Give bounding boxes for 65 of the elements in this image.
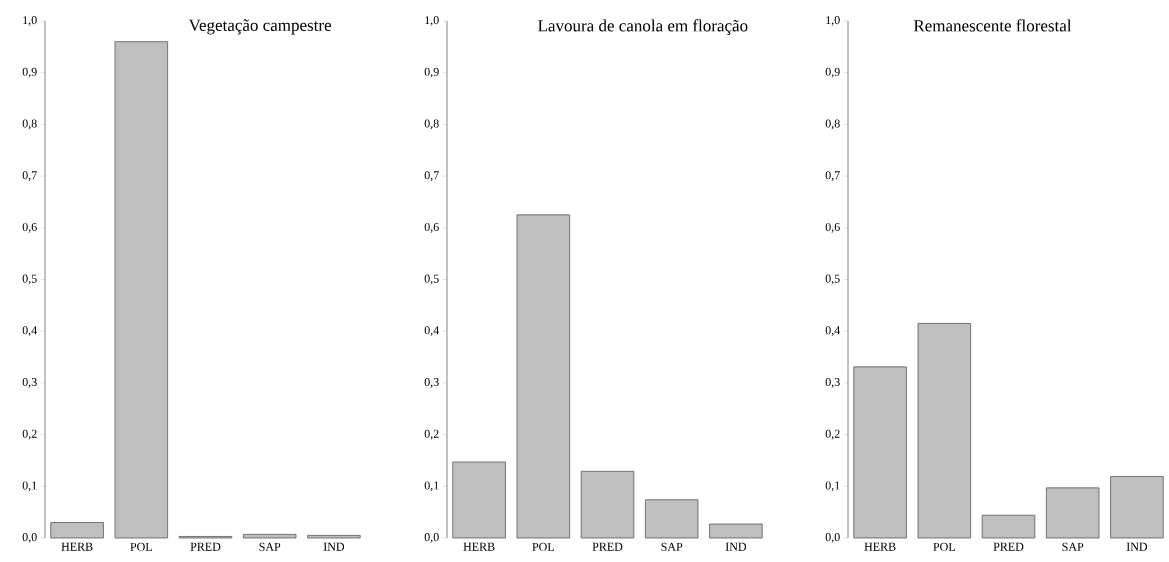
chart-title: Remanescente florestal <box>913 19 1072 32</box>
y-tick-label: 0,3 <box>424 377 439 388</box>
y-tick-label: 0,9 <box>825 67 840 78</box>
bar <box>516 214 571 539</box>
y-tick-label: 0,2 <box>22 429 37 440</box>
bar <box>307 535 361 539</box>
x-tick-label: SAP <box>259 542 281 551</box>
bar <box>1045 487 1100 539</box>
y-tick-label: 0,2 <box>424 429 439 440</box>
bar <box>242 533 297 539</box>
chart-title: Vegetação campestre <box>188 19 332 35</box>
x-tick-label: SAP <box>1062 542 1084 551</box>
y-tick-label: 0,4 <box>825 326 841 337</box>
bar <box>1110 476 1164 539</box>
y-tick-label: 1,0 <box>23 16 37 26</box>
y-tick-label: 0,4 <box>424 326 440 337</box>
y-tick-label: 0,6 <box>825 222 840 233</box>
x-tick-label: HERB <box>61 542 93 551</box>
x-tick-label: POL <box>933 542 955 551</box>
y-tick-label: 0,5 <box>22 274 37 285</box>
y-tick-label: 0,3 <box>825 377 840 388</box>
y-tick-label: 0,1 <box>22 481 37 492</box>
y-tick-label: 0,4 <box>22 326 38 337</box>
y-tick-label: 0,8 <box>825 119 840 130</box>
y-tick-label: 0,6 <box>424 222 439 233</box>
y-tick-label: 0,5 <box>825 274 840 285</box>
y-tick-label: 0,5 <box>424 274 439 285</box>
x-tick-label: POL <box>532 542 554 551</box>
x-tick-label: POL <box>130 542 152 551</box>
y-tick-label: 0,0 <box>825 533 840 543</box>
y-tick-label: 0,9 <box>22 67 37 78</box>
bar <box>50 522 104 539</box>
x-tick-label: PRED <box>592 542 623 551</box>
y-tick-label: 0,2 <box>825 429 840 440</box>
y-tick-label: 0,7 <box>424 171 439 182</box>
x-tick-label: SAP <box>661 542 683 551</box>
y-tick-label: 1,0 <box>425 16 439 26</box>
y-tick-label: 0,1 <box>825 481 840 492</box>
bar <box>114 41 169 539</box>
y-tick-label: 0,3 <box>22 377 37 388</box>
bar <box>709 523 763 539</box>
bar <box>452 461 506 539</box>
y-tick-label: 0,0 <box>22 533 37 543</box>
y-tick-label: 0,0 <box>424 533 439 543</box>
x-tick-label: IND <box>1126 542 1148 551</box>
bar <box>853 366 907 539</box>
chart-title: Lavoura de canola em floração <box>538 19 748 35</box>
y-tick-label: 0,1 <box>424 481 439 492</box>
y-tick-label: 0,7 <box>825 171 840 182</box>
y-tick-label: 0,8 <box>22 119 37 130</box>
bar <box>644 499 699 539</box>
y-tick-label: 0,8 <box>424 119 439 130</box>
bar <box>917 323 972 539</box>
y-tick-label: 1,0 <box>826 16 840 26</box>
x-tick-label: IND <box>725 542 747 551</box>
y-tick-label: 0,9 <box>424 67 439 78</box>
x-tick-label: HERB <box>463 542 495 551</box>
x-tick-label: PRED <box>993 542 1024 551</box>
x-tick-label: HERB <box>864 542 896 551</box>
x-tick-label: IND <box>323 542 345 551</box>
bar <box>580 470 635 539</box>
y-tick-label: 0,6 <box>22 222 37 233</box>
y-tick-label: 0,7 <box>22 171 37 182</box>
bar <box>981 514 1036 539</box>
x-tick-label: PRED <box>190 542 221 551</box>
